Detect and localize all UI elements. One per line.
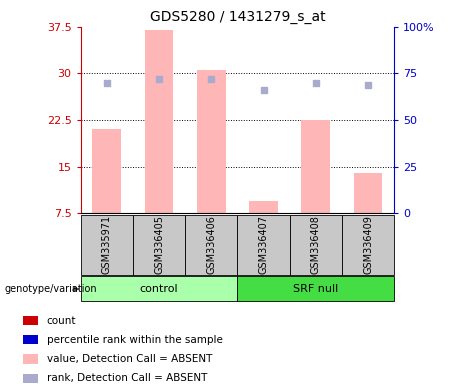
Bar [354,173,382,213]
Bar [301,120,330,213]
Bar [290,215,342,275]
Bar [23,374,38,383]
Bar [23,354,38,364]
Text: genotype/variation: genotype/variation [5,284,97,294]
Bar [81,276,237,301]
Text: percentile rank within the sample: percentile rank within the sample [47,335,223,345]
Text: GSM336409: GSM336409 [363,215,373,274]
Point [207,76,215,82]
Bar [23,316,38,325]
Text: GSM336408: GSM336408 [311,215,321,274]
Text: control: control [140,284,178,294]
Text: rank, Detection Call = ABSENT: rank, Detection Call = ABSENT [47,373,207,383]
Bar [92,129,121,213]
Bar [197,70,226,213]
Bar [237,276,394,301]
Point [155,76,163,82]
Bar [133,215,185,275]
Text: count: count [47,316,76,326]
Point [260,87,267,93]
Bar [237,215,290,275]
Text: GSM336405: GSM336405 [154,215,164,274]
Bar [249,201,278,213]
Text: GSM335971: GSM335971 [102,215,112,274]
Bar [145,30,173,213]
Bar [185,215,237,275]
Text: GSM336407: GSM336407 [259,215,269,274]
Bar [342,215,394,275]
Point [103,80,111,86]
Text: value, Detection Call = ABSENT: value, Detection Call = ABSENT [47,354,212,364]
Point [312,80,319,86]
Bar [81,215,133,275]
Text: GSM336406: GSM336406 [206,215,216,274]
Point [364,81,372,88]
Bar [23,335,38,344]
Title: GDS5280 / 1431279_s_at: GDS5280 / 1431279_s_at [150,10,325,25]
Text: SRF null: SRF null [293,284,338,294]
